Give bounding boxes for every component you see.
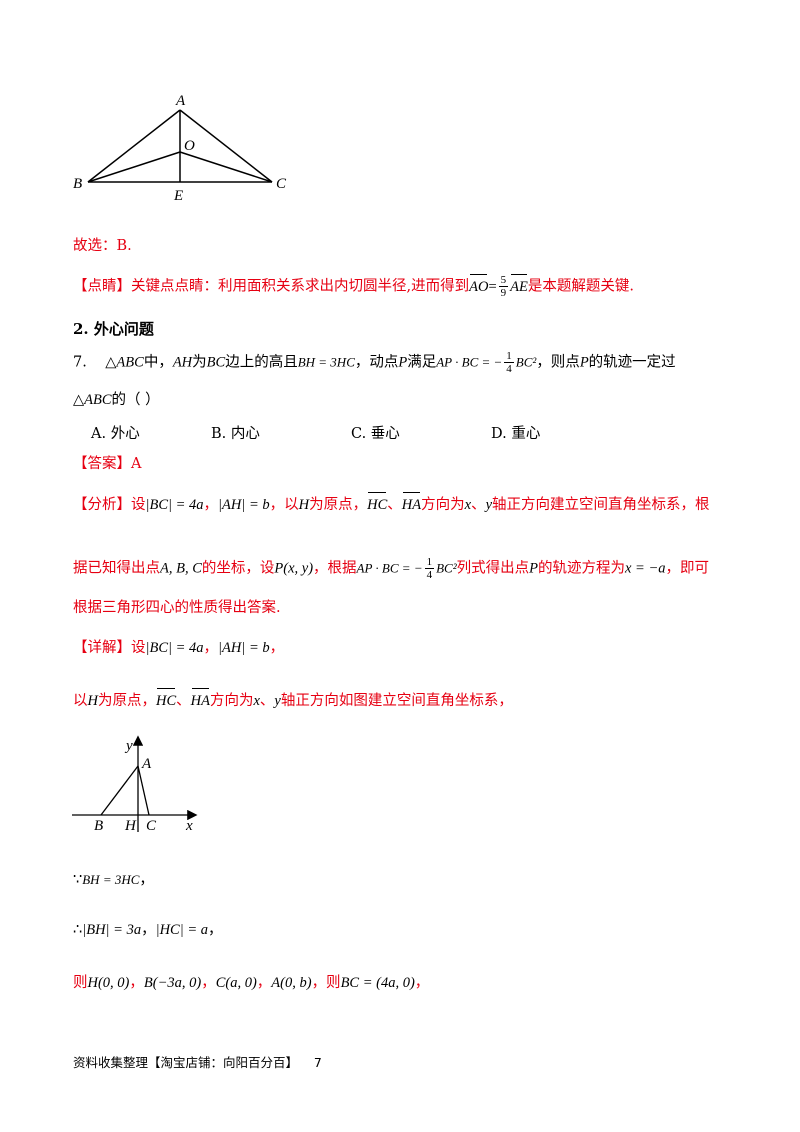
answer-value: A (131, 456, 142, 472)
label-x: x (185, 818, 193, 834)
step-therefore: ∴|BH| = 3a，|HC| = a， (73, 922, 223, 938)
label-e: E (173, 188, 183, 204)
page-footer: 资料收集整理【淘宝店铺：向阳百分百】 7 (73, 1052, 322, 1071)
label-b: B (73, 176, 82, 192)
dianjing-text: 关键点点睛：利用面积关系求出内切圆半径,进而得到 (131, 278, 470, 295)
step-because: ∵BH = 3HC， (73, 872, 154, 888)
question-line-1: 7. △ABC中，AH为BC边上的高且BH = 3HC，动点P满足AP · BC… (73, 350, 676, 375)
dianjing-tag: 【点睛】 (73, 278, 131, 295)
fenxi-line-2: 据已知得出点A, B, C的坐标，设P(x, y)，根据AP · BC = −1… (73, 556, 709, 581)
segment-ac (137, 765, 150, 816)
option-a: A. 外心 (91, 426, 140, 442)
segment-ab (87, 109, 181, 183)
section-title: 2. 外心问题 (73, 320, 154, 338)
label-c: C (276, 176, 287, 192)
option-b: B. 内心 (211, 426, 260, 442)
option-c: C. 垂心 (351, 426, 400, 442)
fenxi-line-1: 【分析】设|BC| = 4a，|AH| = b，以H为原点，HC、HA方向为x、… (73, 492, 710, 513)
label-y: y (124, 738, 133, 754)
page-number: 7 (313, 1055, 322, 1070)
segment-ac (179, 109, 273, 183)
dianjing-line: 【点睛】关键点点睛：利用面积关系求出内切圆半径,进而得到AO= 5 9 AE是本题解题… (73, 273, 634, 299)
fenxi-line-3: 根据三角形四心的性质得出答案. (73, 600, 281, 616)
dianjing-formula: AO= 5 9 AE (469, 273, 528, 299)
step-coordinates: 则H(0, 0)，B(−3a, 0)，C(a, 0)，A(0, b)，则BC =… (73, 975, 430, 991)
label-c: C (146, 818, 157, 834)
label-a: A (175, 93, 186, 109)
xiangjie-line-1: 【详解】设|BC| = 4a，|AH| = b， (73, 640, 285, 656)
label-b: B (94, 818, 103, 834)
conclusion-line: 故选：B. (73, 238, 132, 254)
label-a: A (141, 756, 152, 772)
dianjing-text-after: 是本题解题关键. (527, 278, 634, 295)
option-d: D. 重心 (491, 426, 541, 442)
question-line-2: △ABC的（ ） (73, 392, 160, 408)
answer-line: 【答案】A (73, 456, 142, 472)
xiangjie-line-2: 以H为原点，HC、HA方向为x、y轴正方向如图建立空间直角坐标系， (73, 688, 513, 709)
segment-oc (179, 151, 273, 183)
question-number: 7. (73, 354, 87, 371)
segment-bo (87, 151, 181, 183)
figure-coordinate-triangle: y A B H C x (72, 735, 198, 834)
label-o: O (184, 138, 195, 154)
segment-ab (100, 765, 139, 816)
figure-triangle-aoe: A O B E C (73, 93, 287, 204)
footer-text: 资料收集整理【淘宝店铺：向阳百分百】 (73, 1055, 299, 1070)
label-h: H (124, 818, 137, 834)
